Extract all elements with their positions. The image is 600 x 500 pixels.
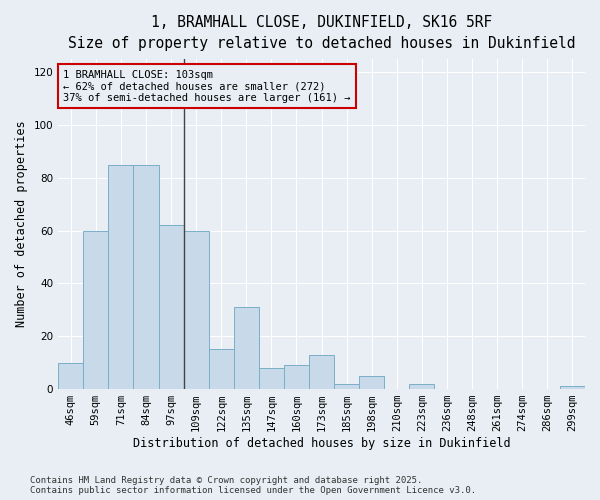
Bar [184, 230, 209, 389]
Title: 1, BRAMHALL CLOSE, DUKINFIELD, SK16 5RF
Size of property relative to detached ho: 1, BRAMHALL CLOSE, DUKINFIELD, SK16 5RF … [68, 15, 575, 51]
Text: 1 BRAMHALL CLOSE: 103sqm
← 62% of detached houses are smaller (272)
37% of semi-: 1 BRAMHALL CLOSE: 103sqm ← 62% of detach… [63, 70, 350, 103]
Y-axis label: Number of detached properties: Number of detached properties [15, 121, 28, 328]
Bar [309, 355, 334, 389]
Bar [359, 376, 385, 389]
Bar [58, 362, 83, 389]
Text: Contains HM Land Registry data © Crown copyright and database right 2025.
Contai: Contains HM Land Registry data © Crown c… [30, 476, 476, 495]
Bar [259, 368, 284, 389]
Bar [209, 350, 234, 389]
X-axis label: Distribution of detached houses by size in Dukinfield: Distribution of detached houses by size … [133, 437, 511, 450]
Bar [133, 164, 158, 389]
Bar [109, 164, 133, 389]
Bar [158, 226, 184, 389]
Bar [409, 384, 434, 389]
Bar [334, 384, 359, 389]
Bar [234, 308, 259, 389]
Bar [560, 386, 585, 389]
Bar [284, 366, 309, 389]
Bar [83, 230, 109, 389]
